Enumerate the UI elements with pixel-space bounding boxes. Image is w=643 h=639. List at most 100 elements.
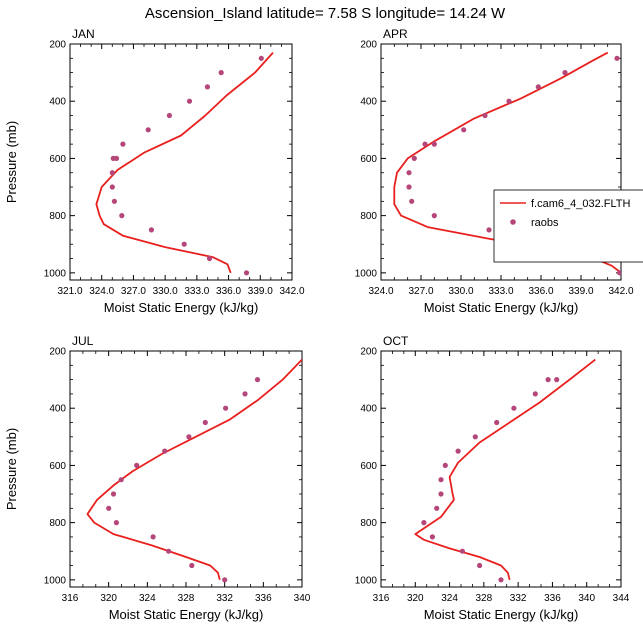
raobs-point: [506, 98, 512, 104]
x-tick-label: 324: [441, 593, 458, 604]
raobs-point: [438, 477, 444, 483]
model-profile-line: [86, 358, 302, 581]
raobs-point: [494, 419, 500, 426]
raobs-point: [562, 70, 568, 76]
raobs-point: [109, 170, 115, 176]
raobs-point: [110, 491, 117, 497]
raobs-point: [150, 534, 156, 540]
y-tick-label: 400: [49, 404, 66, 415]
x-tick-label: 333.0: [488, 286, 513, 297]
legend-label-raobs: raobs: [531, 217, 559, 229]
x-tick-label: 336: [544, 593, 561, 604]
x-axis-label: Moist Static Energy (kJ/kg): [104, 300, 259, 315]
y-tick-label: 400: [360, 97, 377, 108]
raobs-point: [442, 462, 448, 468]
y-tick-label: 600: [49, 461, 66, 472]
raobs-point: [186, 434, 192, 440]
panel-title: OCT: [383, 334, 409, 348]
raobs-point: [186, 98, 193, 104]
raobs-point: [113, 520, 119, 526]
x-tick-label: 330.0: [448, 286, 473, 297]
y-tick-label: 400: [360, 404, 377, 415]
y-tick-label: 600: [49, 154, 66, 165]
raobs-point: [477, 562, 483, 569]
raobs-point: [223, 405, 229, 411]
raobs-point: [406, 170, 412, 176]
y-tick-label: 800: [49, 211, 66, 222]
raobs-point: [459, 548, 465, 554]
raobs-point: [411, 155, 417, 161]
x-tick-label: 342.0: [279, 286, 304, 297]
raobs-point: [431, 213, 437, 219]
panel-apr: APR 324.0 327.0 330.0 333.0 336.0 339.0 342.0 20…: [355, 27, 634, 315]
y-axis-label: Pressure (mb): [4, 121, 19, 203]
x-tick-label: 316: [373, 593, 390, 604]
raobs-point: [113, 155, 120, 161]
raobs-point: [243, 270, 250, 276]
raobs-point: [434, 505, 440, 511]
raobs-point: [486, 227, 492, 233]
x-tick-label: 344: [613, 593, 630, 604]
raobs-point: [106, 505, 112, 511]
x-tick-label: 342.0: [608, 286, 633, 297]
y-tick-label: 800: [360, 211, 377, 222]
raobs-point: [162, 448, 168, 454]
y-tick-label: 200: [360, 347, 377, 358]
legend-marker-swatch: [510, 219, 516, 225]
plot-frame: [380, 350, 622, 588]
y-tick-label: 800: [360, 518, 377, 529]
x-tick-label: 340: [578, 593, 595, 604]
raobs-point: [429, 534, 435, 540]
x-tick-label: 333.0: [184, 286, 209, 297]
x-tick-label: 336: [255, 593, 272, 604]
raobs-point: [119, 213, 125, 219]
raobs-point: [254, 377, 261, 383]
x-tick-label: 340: [294, 593, 311, 604]
raobs-point: [145, 127, 151, 133]
x-tick-label: 328: [178, 593, 195, 604]
x-tick-label: 320: [100, 593, 117, 604]
plot-data: [86, 358, 302, 583]
y-tick-label: 1000: [44, 268, 67, 279]
y-tick-label: 800: [49, 518, 66, 529]
model-profile-line: [95, 51, 274, 274]
x-tick-label: 324: [139, 593, 156, 604]
raobs-point: [455, 448, 461, 454]
raobs-point: [166, 112, 172, 119]
model-profile-line: [414, 358, 596, 581]
y-tick-label: 1000: [355, 575, 378, 586]
x-tick-label: 320: [407, 593, 424, 604]
y-tick-label: 1000: [355, 268, 378, 279]
y-tick-label: 1000: [44, 575, 67, 586]
x-tick-label: 330.0: [153, 286, 178, 297]
y-tick-label: 200: [49, 40, 66, 51]
raobs-point: [532, 391, 538, 397]
plot-data: [95, 51, 274, 276]
raobs-point: [242, 391, 248, 397]
x-tick-label: 336.0: [216, 286, 241, 297]
raobs-point: [258, 55, 264, 61]
x-axis-label: Moist Static Energy (kJ/kg): [424, 300, 579, 315]
raobs-point: [181, 241, 187, 247]
raobs-point: [482, 112, 488, 119]
raobs-point: [614, 55, 620, 61]
y-tick-label: 600: [360, 461, 377, 472]
plot-frame: [69, 43, 293, 281]
y-axis-label: Pressure (mb): [4, 428, 19, 510]
panel-jan: JAN 321.0 324.0 327.0 330.0 333.0 336.0 339.0 34…: [4, 27, 305, 315]
plot-frame: [69, 350, 303, 588]
raobs-point: [535, 84, 541, 90]
raobs-point: [148, 227, 154, 233]
panel-title: APR: [383, 27, 408, 41]
raobs-point: [218, 70, 224, 76]
x-tick-label: 316: [62, 593, 79, 604]
x-tick-label: 327.0: [121, 286, 146, 297]
x-tick-label: 339.0: [248, 286, 273, 297]
raobs-point: [120, 141, 126, 147]
raobs-point: [204, 84, 210, 90]
x-tick-label: 339.0: [568, 286, 593, 297]
panel-oct: OCT 316 320 324 328 332 336 340 344 200 400 600 800 1…: [355, 334, 630, 622]
raobs-point: [545, 377, 551, 383]
raobs-point: [206, 255, 213, 262]
